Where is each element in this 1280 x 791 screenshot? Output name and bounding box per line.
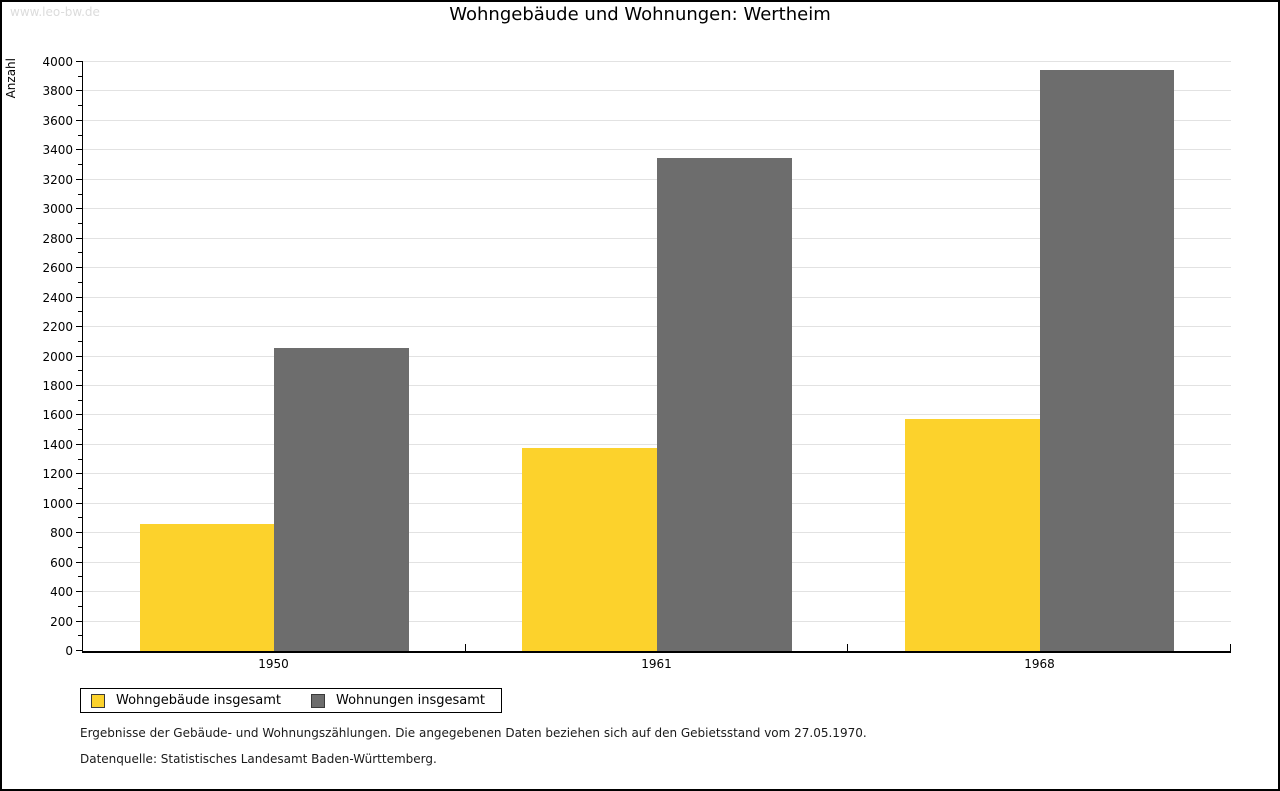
y-minor-tick-1900 bbox=[78, 370, 83, 372]
y-axis-title: Anzahl bbox=[4, 58, 18, 99]
y-minor-tick-3300 bbox=[78, 164, 83, 166]
y-minor-tick-1100 bbox=[78, 488, 83, 490]
y-tick-label-800: 800 bbox=[50, 526, 73, 541]
y-minor-tick-700 bbox=[78, 546, 83, 548]
y-tick-label-200: 200 bbox=[50, 614, 73, 629]
watermark: www.leo-bw.de bbox=[10, 5, 100, 19]
y-minor-tick-2700 bbox=[78, 252, 83, 254]
bar-wohngebaeude-insgesamt-1950 bbox=[139, 524, 275, 651]
y-minor-tick-3900 bbox=[78, 75, 83, 77]
y-major-tick-2200 bbox=[76, 326, 83, 328]
y-major-tick-3600 bbox=[76, 119, 83, 121]
x-axis-labels: 1950 1961 1968 bbox=[82, 657, 1231, 673]
bar-wohngebaeude-insgesamt-1961 bbox=[522, 447, 657, 651]
footnote-line-2: Datenquelle: Statistisches Landesamt Bad… bbox=[80, 752, 437, 766]
y-major-tick-2600 bbox=[76, 267, 83, 269]
y-minor-tick-2500 bbox=[78, 281, 83, 283]
y-tick-label-600: 600 bbox=[50, 555, 73, 570]
y-major-tick-4000 bbox=[76, 61, 83, 62]
y-minor-tick-1500 bbox=[78, 429, 83, 431]
y-minor-tick-300 bbox=[78, 605, 83, 607]
legend-label-wohnungen: Wohnungen insgesamt bbox=[336, 693, 485, 708]
legend-item-wohngebaeude: Wohngebäude insgesamt bbox=[91, 693, 281, 708]
x-boundary-tick-2 bbox=[847, 644, 849, 651]
y-major-tick-200 bbox=[76, 620, 83, 622]
y-major-tick-3200 bbox=[76, 178, 83, 180]
gridline-y-4000 bbox=[83, 61, 1231, 62]
y-minor-tick-3500 bbox=[78, 134, 83, 136]
legend-item-wohnungen: Wohnungen insgesamt bbox=[311, 693, 485, 708]
y-major-tick-2400 bbox=[76, 296, 83, 298]
y-minor-tick-1300 bbox=[78, 458, 83, 460]
y-minor-tick-1700 bbox=[78, 399, 83, 401]
y-major-tick-1000 bbox=[76, 502, 83, 504]
y-major-tick-400 bbox=[76, 591, 83, 593]
plot-area: 0 200 400 600 800 1000 1200 1400 1600 1800 2000 220… bbox=[42, 55, 1231, 658]
footnotes: Ergebnisse der Gebäude- und Wohnungszähl… bbox=[80, 726, 867, 778]
y-minor-tick-3100 bbox=[78, 193, 83, 195]
legend-label-wohngebaeude: Wohngebäude insgesamt bbox=[116, 693, 281, 708]
y-tick-label-1200: 1200 bbox=[42, 467, 73, 482]
y-tick-label-3200: 3200 bbox=[42, 172, 73, 187]
y-major-tick-3800 bbox=[76, 90, 83, 92]
y-tick-label-2000: 2000 bbox=[42, 349, 73, 364]
y-minor-tick-500 bbox=[78, 576, 83, 578]
y-minor-tick-100 bbox=[78, 635, 83, 637]
y-major-tick-800 bbox=[76, 532, 83, 534]
y-major-tick-1600 bbox=[76, 414, 83, 416]
y-major-tick-2800 bbox=[76, 237, 83, 239]
bar-wohnungen-insgesamt-1968 bbox=[1039, 70, 1175, 651]
y-major-tick-1800 bbox=[76, 384, 83, 386]
legend: Wohngebäude insgesamt Wohnungen insgesam… bbox=[80, 688, 502, 713]
y-tick-label-2400: 2400 bbox=[42, 290, 73, 305]
y-tick-label-1600: 1600 bbox=[42, 408, 73, 423]
bar-wohnungen-insgesamt-1950 bbox=[274, 347, 410, 651]
chart-title: Wohngebäude und Wohnungen: Wertheim bbox=[449, 4, 831, 25]
y-major-tick-2000 bbox=[76, 355, 83, 357]
y-minor-tick-3700 bbox=[78, 105, 83, 107]
y-tick-label-3000: 3000 bbox=[42, 202, 73, 217]
legend-swatch-wohngebaeude bbox=[91, 693, 105, 708]
x-tick-label-1950: 1950 bbox=[258, 657, 289, 671]
y-tick-label-1000: 1000 bbox=[42, 496, 73, 511]
y-tick-label-2200: 2200 bbox=[42, 320, 73, 335]
y-minor-tick-2900 bbox=[78, 222, 83, 224]
y-tick-label-400: 400 bbox=[50, 585, 73, 600]
y-major-tick-1400 bbox=[76, 443, 83, 445]
y-minor-tick-2100 bbox=[78, 340, 83, 342]
y-tick-label-4000: 4000 bbox=[42, 55, 73, 69]
y-major-tick-3400 bbox=[76, 149, 83, 151]
bar-wohnungen-insgesamt-1961 bbox=[657, 157, 792, 651]
y-tick-label-2800: 2800 bbox=[42, 231, 73, 246]
y-tick-label-3400: 3400 bbox=[42, 143, 73, 158]
footnote-line-1: Ergebnisse der Gebäude- und Wohnungszähl… bbox=[80, 726, 867, 740]
legend-swatch-wohnungen bbox=[311, 693, 325, 708]
y-tick-label-0: 0 bbox=[65, 644, 73, 658]
y-minor-tick-2300 bbox=[78, 311, 83, 313]
x-tick-label-1961: 1961 bbox=[641, 657, 672, 671]
y-major-tick-600 bbox=[76, 561, 83, 563]
bar-wohngebaeude-insgesamt-1968 bbox=[904, 419, 1040, 651]
y-tick-label-1400: 1400 bbox=[42, 437, 73, 452]
x-boundary-tick-1 bbox=[464, 644, 466, 651]
x-boundary-tick-3 bbox=[1230, 644, 1231, 651]
y-major-tick-1200 bbox=[76, 473, 83, 475]
y-tick-label-2600: 2600 bbox=[42, 261, 73, 276]
y-major-tick-3000 bbox=[76, 208, 83, 210]
y-major-tick-0 bbox=[76, 650, 83, 651]
y-tick-label-1800: 1800 bbox=[42, 378, 73, 393]
x-tick-label-1968: 1968 bbox=[1024, 657, 1055, 671]
y-minor-tick-900 bbox=[78, 517, 83, 519]
y-tick-label-3600: 3600 bbox=[42, 113, 73, 128]
y-tick-label-3800: 3800 bbox=[42, 84, 73, 99]
